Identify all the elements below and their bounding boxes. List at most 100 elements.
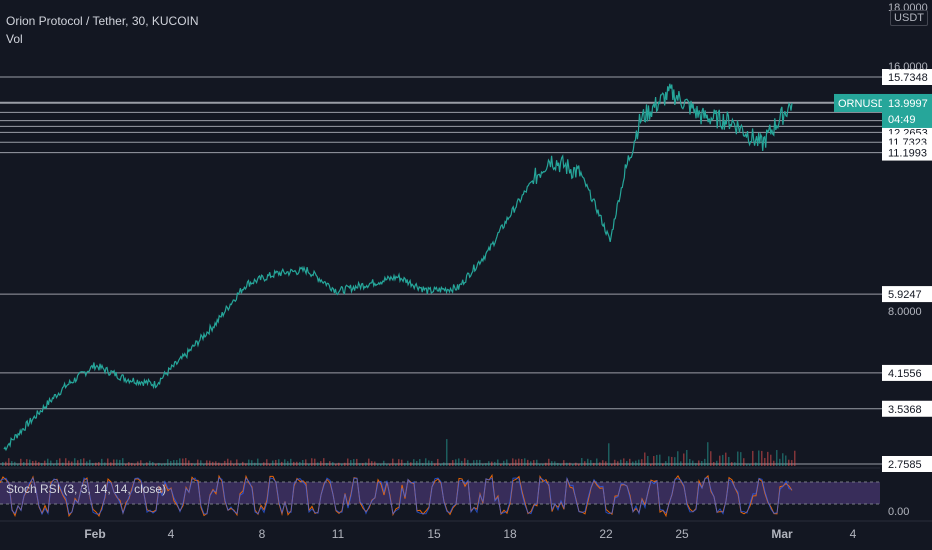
volume-bar [281, 461, 283, 466]
volume-bar [623, 458, 625, 466]
volume-bar [305, 459, 307, 466]
volume-bar [491, 461, 493, 466]
level-label-bg [882, 400, 932, 417]
volume-bar [749, 463, 751, 466]
time-tick-label: 4 [850, 527, 857, 541]
volume-bar [101, 458, 103, 466]
volume-bar [761, 450, 763, 466]
volume-bar [668, 456, 670, 466]
volume-bar [215, 461, 217, 466]
volume-bar [47, 458, 49, 466]
time-tick-label: 22 [599, 527, 613, 541]
volume-bar [446, 439, 448, 466]
volume-bar [74, 458, 76, 466]
volume-bar [110, 462, 112, 466]
volume-bar [122, 458, 124, 466]
volume-bar [167, 459, 169, 466]
time-axis[interactable]: Feb 4 8 11 15 18 22 25 Mar 4 [0, 520, 932, 541]
volume-bar [341, 463, 343, 466]
volume-bar [149, 460, 151, 466]
volume-bar [704, 458, 706, 466]
level-label-bg [882, 286, 932, 303]
volume-bar [434, 463, 436, 466]
volume-bar [713, 462, 715, 466]
volume-bar [494, 461, 496, 466]
volume-bar [572, 463, 574, 466]
volume-bar [593, 462, 595, 466]
volume-bar [227, 458, 229, 466]
volume-bar [653, 456, 655, 466]
time-tick-label: 18 [503, 527, 517, 541]
volume-bar [368, 458, 370, 466]
volume-bar [506, 459, 508, 466]
volume-bar [62, 462, 64, 466]
volume-bar [599, 462, 601, 466]
volume-bar [698, 460, 700, 466]
volume-bar [662, 463, 664, 466]
volume-bar [68, 460, 70, 466]
volume-bar [689, 458, 691, 466]
volume-bar [728, 456, 730, 466]
volume-bar [260, 463, 262, 466]
volume-bar [269, 463, 271, 466]
volume-bar [512, 458, 514, 466]
volume-bar [119, 459, 121, 466]
volume-bar [158, 462, 160, 466]
volume-bar [392, 458, 394, 466]
volume-bar [293, 461, 295, 466]
volume-bar [230, 460, 232, 466]
volume-bars [2, 439, 796, 466]
volume-bar [326, 462, 328, 466]
volume-bar [233, 463, 235, 466]
volume-bar [398, 459, 400, 466]
volume-bar [770, 454, 772, 466]
volume-bar [527, 459, 529, 466]
volume-bar [278, 459, 280, 466]
volume-bar [338, 462, 340, 466]
volume-bar [605, 461, 607, 466]
volume-bar [500, 463, 502, 466]
volume-bar [758, 450, 760, 466]
volume-bar [665, 461, 667, 466]
symbol-tag[interactable] [834, 93, 882, 112]
volume-bar [8, 458, 10, 466]
volume-bar [680, 461, 682, 466]
price-axis[interactable]: 15.734814.010513.422512.928912.599712.26… [834, 0, 932, 495]
volume-bar [320, 461, 322, 466]
level-label: 11.1993 [888, 148, 927, 160]
volume-bar [83, 458, 85, 466]
volume-bar [515, 459, 517, 466]
volume-bar [89, 459, 91, 466]
price-unit-badge[interactable]: USDT [890, 10, 928, 26]
volume-bar [383, 460, 385, 466]
volume-bar [479, 459, 481, 466]
volume-bar [29, 459, 31, 466]
volume-bar [746, 463, 748, 466]
volume-bar [626, 460, 628, 466]
volume-bar [656, 454, 658, 466]
stoch-rsi-title: Stoch RSI (3, 3, 14, 14, close) [6, 482, 167, 496]
volume-bar [176, 460, 178, 466]
volume-bar [509, 463, 511, 466]
volume-bar [284, 459, 286, 466]
volume-bar [767, 451, 769, 466]
volume-bar [695, 463, 697, 466]
volume-bar [620, 459, 622, 466]
level-label: 5.9247 [888, 289, 922, 301]
volume-bar [755, 462, 757, 466]
horizontal-levels [0, 76, 882, 465]
time-tick-label: 11 [332, 527, 345, 541]
volume-bar [245, 463, 247, 466]
volume-bar [131, 462, 133, 466]
volume-bar [503, 460, 505, 466]
volume-bar [590, 460, 592, 466]
level-label: 4.1556 [888, 368, 922, 380]
volume-bar [725, 452, 727, 466]
volume-bar [536, 459, 538, 466]
volume-bar [188, 460, 190, 466]
volume-bar [518, 458, 520, 466]
volume-bar [731, 462, 733, 466]
chart-title: Orion Protocol / Tether, 30, KUCOIN [6, 14, 199, 28]
volume-bar [380, 463, 382, 466]
